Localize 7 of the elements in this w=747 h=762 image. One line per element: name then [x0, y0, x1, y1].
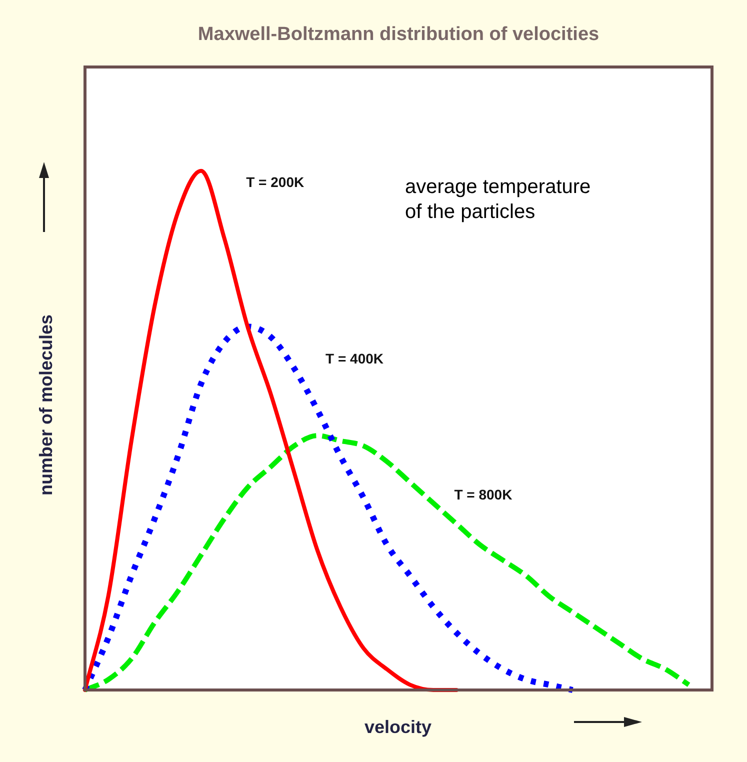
chart-title: Maxwell-Boltzmann distribution of velocities: [198, 24, 600, 45]
text: T = 200K: [246, 174, 304, 190]
y-axis-title: number of molecules: [36, 314, 56, 496]
annotation: average temperature of the particles: [405, 176, 591, 223]
series-label: T = 400K: [326, 350, 384, 367]
x-axis-title: velocity: [364, 717, 432, 737]
series-label: T = 800K: [454, 486, 512, 503]
